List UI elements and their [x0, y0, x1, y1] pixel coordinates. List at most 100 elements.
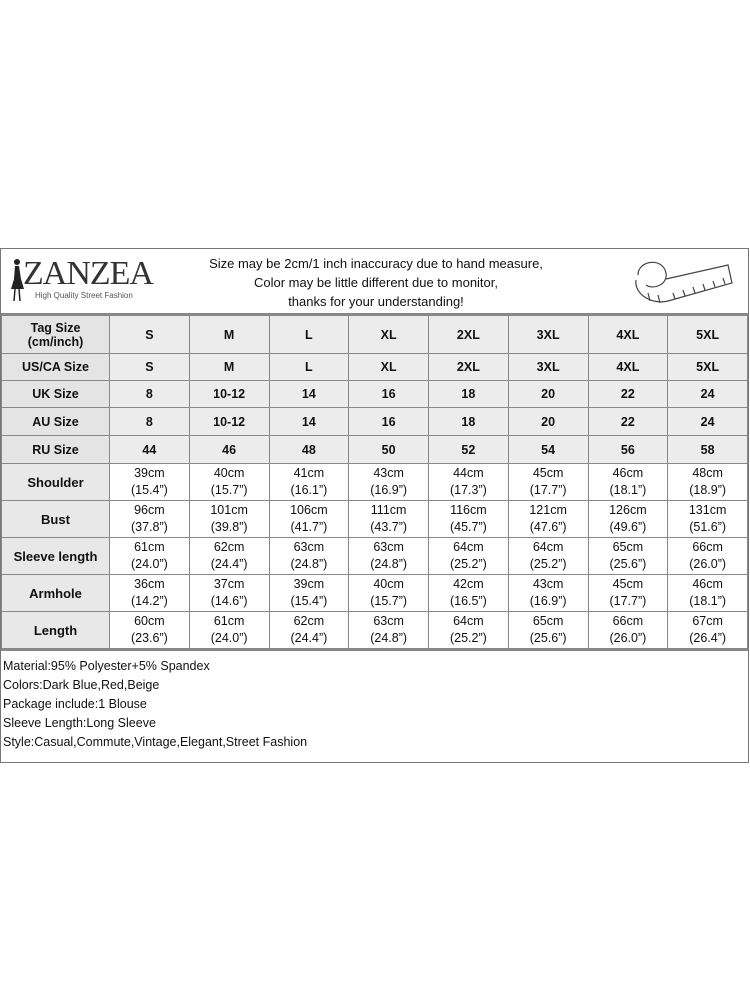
- measurement-cell: 131cm (51.6”): [667, 500, 748, 538]
- size-cell: 8: [109, 380, 190, 408]
- notice-line: Size may be 2cm/1 inch inaccuracy due to…: [209, 256, 543, 271]
- size-cell: 20: [507, 407, 589, 436]
- size-row: AU Size 8 10-12 14 16 18 20 22 24: [1, 407, 748, 436]
- row-label: UK Size: [1, 380, 110, 408]
- cm-value: 65cm: [532, 614, 564, 628]
- info-line: Style:Casual,Commute,Vintage,Elegant,Str…: [3, 735, 308, 749]
- cm-value: 64cm: [532, 540, 564, 554]
- size-cell: 4XL: [587, 353, 669, 381]
- inch-value: (15.7”): [210, 483, 248, 497]
- cm-value: 65cm: [612, 540, 644, 554]
- cm-value: 48cm: [692, 466, 723, 480]
- inch-value: (45.7”): [449, 520, 487, 534]
- size-cell: 3XL: [507, 315, 589, 354]
- inch-value: (49.6”): [609, 520, 647, 534]
- size-cell: M: [188, 315, 270, 354]
- measurement-cell: 64cm (25.2”): [428, 611, 509, 649]
- brand-name: ZANZEA: [23, 255, 154, 292]
- measurement-cell: 39cm (15.4”): [268, 574, 350, 612]
- size-cell: 14: [268, 380, 350, 408]
- inch-value: (16.1”): [290, 483, 328, 497]
- inch-value: (15.4”): [290, 594, 328, 608]
- inch-value: (24.0”): [210, 631, 248, 645]
- size-cell: 5XL: [667, 353, 748, 381]
- cm-value: 63cm: [373, 540, 404, 554]
- measurement-cell: 111cm (43.7”): [348, 500, 429, 538]
- fashion-figure-icon: [11, 259, 24, 301]
- inch-value: (37.8”): [130, 520, 168, 534]
- size-cell: 3XL: [507, 353, 589, 381]
- size-cell: XL: [348, 315, 429, 354]
- measurement-cell: 101cm (39.8”): [188, 500, 270, 538]
- inch-value: (39.8”): [210, 520, 248, 534]
- inch-value: (17.7”): [609, 594, 647, 608]
- measurement-cell: 63cm (24.8”): [348, 611, 429, 649]
- cm-value: 63cm: [373, 614, 404, 628]
- cm-value: 62cm: [213, 540, 245, 554]
- info-line: Colors:Dark Blue,Red,Beige: [3, 678, 160, 692]
- inch-value: (17.7”): [529, 483, 567, 497]
- size-cell: 50: [348, 435, 429, 464]
- measurement-cell: 116cm (45.7”): [428, 500, 509, 538]
- inch-value: (26.4”): [689, 631, 727, 645]
- size-cell: 18: [428, 380, 509, 408]
- cm-value: 131cm: [688, 503, 727, 517]
- inch-value: (18.1”): [689, 594, 727, 608]
- cm-value: 96cm: [134, 503, 165, 517]
- inch-value: (41.7”): [290, 520, 328, 534]
- cm-value: 121cm: [529, 503, 567, 517]
- measurement-cell: 106cm (41.7”): [268, 500, 350, 538]
- measurement-cell: 40cm (15.7”): [188, 463, 270, 501]
- measurement-cell: 61cm (24.0”): [109, 537, 190, 575]
- measurement-cell: 63cm (24.8”): [268, 537, 350, 575]
- cm-value: 37cm: [213, 577, 245, 591]
- inch-value: (18.9”): [689, 483, 727, 497]
- row-label: Shoulder: [1, 463, 110, 501]
- measurement-cell: 62cm (24.4”): [188, 537, 270, 575]
- measurement-cell: 62cm (24.4”): [268, 611, 350, 649]
- brand-logo: ZANZEA High Quality Street Fashion: [7, 255, 154, 301]
- inch-value: (23.6”): [130, 631, 168, 645]
- cm-value: 67cm: [692, 614, 723, 628]
- size-cell: 5XL: [667, 315, 748, 354]
- measurement-cell: 64cm (25.2”): [507, 537, 589, 575]
- cm-value: 62cm: [293, 614, 325, 628]
- inch-value: (24.4”): [210, 557, 248, 571]
- measurement-cell: 126cm (49.6”): [587, 500, 669, 538]
- measurement-notice: Size may be 2cm/1 inch inaccuracy due to…: [181, 254, 571, 311]
- measurement-cell: 41cm (16.1”): [268, 463, 350, 501]
- cm-value: 43cm: [373, 466, 404, 480]
- measurement-cell: 61cm (24.0”): [188, 611, 270, 649]
- measurement-cell: 65cm (25.6”): [587, 537, 669, 575]
- measurement-row: Armhole 36cm (14.2”) 37cm (14.6”) 39cm (15.4”)…: [1, 574, 748, 612]
- inch-value: (43.7”): [370, 520, 408, 534]
- product-info: Material:95% Polyester+5% Spandex Colors:…: [1, 649, 748, 762]
- measurement-cell: 40cm (15.7”): [348, 574, 429, 612]
- cm-value: 43cm: [532, 577, 564, 591]
- cm-value: 61cm: [134, 540, 165, 554]
- size-cell: 44: [109, 435, 190, 464]
- measurement-cell: 64cm (25.2”): [428, 537, 509, 575]
- inch-value: (25.6”): [529, 631, 567, 645]
- size-cell: 4XL: [587, 315, 669, 354]
- inch-value: (25.2”): [529, 557, 567, 571]
- cm-value: 101cm: [210, 503, 248, 517]
- row-label: Tag Size (cm/inch): [1, 315, 110, 354]
- cm-value: 46cm: [692, 577, 723, 591]
- size-cell: S: [109, 315, 190, 354]
- size-cell: 46: [188, 435, 270, 464]
- size-cell: 54: [507, 435, 589, 464]
- size-cell: 16: [348, 407, 429, 436]
- row-label: Length: [1, 611, 110, 649]
- measurement-cell: 65cm (25.6”): [507, 611, 589, 649]
- inch-value: (24.0”): [130, 557, 168, 571]
- size-cell: 10-12: [188, 380, 270, 408]
- cm-value: 42cm: [453, 577, 484, 591]
- size-cell: 22: [587, 407, 669, 436]
- inch-value: (14.2”): [130, 594, 168, 608]
- size-cell: L: [268, 315, 350, 354]
- cm-value: 41cm: [293, 466, 325, 480]
- size-cell: 10-12: [188, 407, 270, 436]
- size-cell: 52: [428, 435, 509, 464]
- measurement-cell: 121cm (47.6”): [507, 500, 589, 538]
